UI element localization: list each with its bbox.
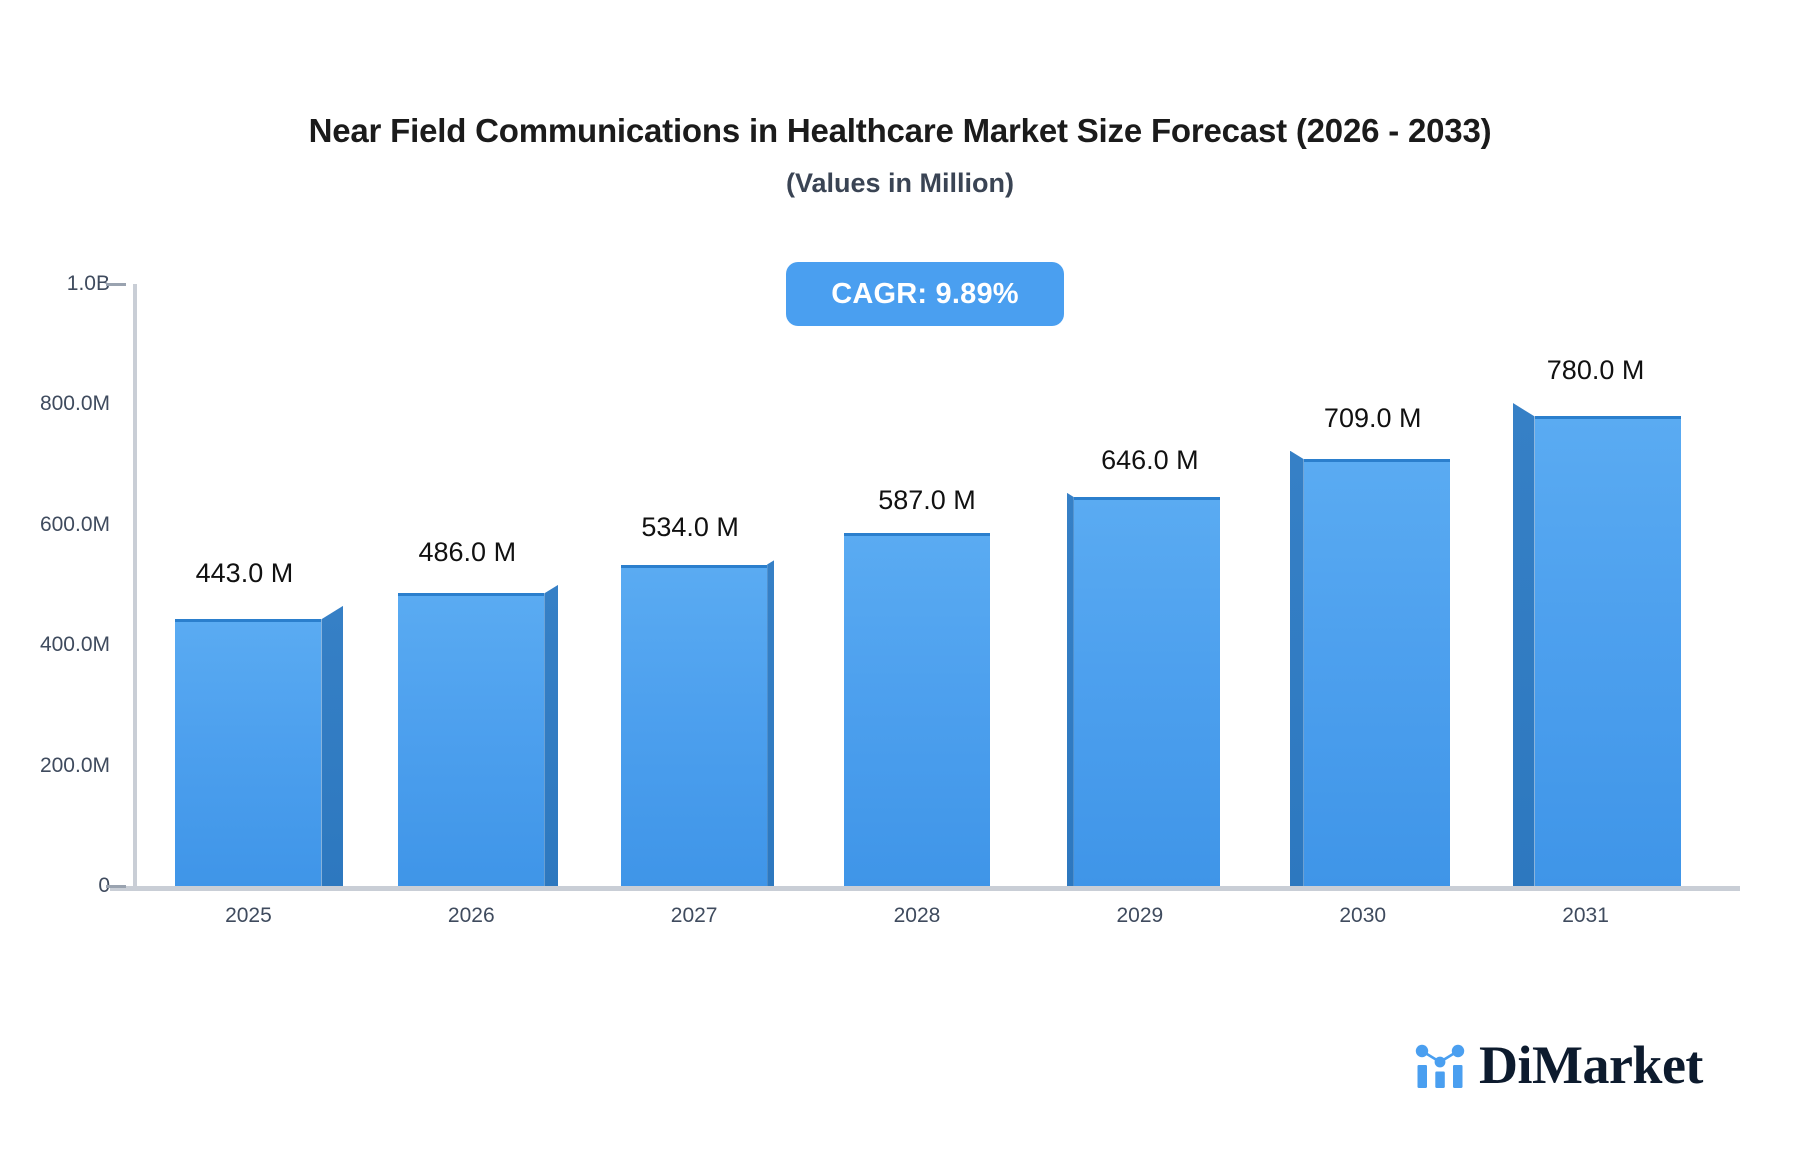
- x-axis-tick-label: 2028: [893, 904, 941, 927]
- cagr-badge-label: CAGR: 9.89%: [831, 277, 1019, 310]
- dimarket-logo: DiMarket: [1414, 1038, 1703, 1092]
- bar-value-label: 486.0 M: [418, 536, 517, 567]
- bar-value-label: 709.0 M: [1323, 402, 1422, 433]
- bar-front-face: [1073, 497, 1220, 886]
- bar-front-face: [1534, 416, 1681, 886]
- bar-value-label: 587.0 M: [878, 484, 976, 515]
- y-axis-tick-label: 400.0M: [39, 633, 110, 657]
- bar[interactable]: [1289, 0, 1450, 886]
- bar-side-face: [767, 560, 775, 886]
- bar-side-face: [544, 584, 559, 886]
- x-axis-tick-label: 2031: [1562, 904, 1609, 927]
- bar-value-label: 780.0 M: [1546, 354, 1645, 385]
- bar[interactable]: [844, 0, 990, 886]
- x-axis-tick-label: 2025: [225, 904, 272, 927]
- bar[interactable]: [1066, 0, 1220, 886]
- bar-side-face: [1066, 492, 1074, 886]
- logo-wordmark: DiMarket: [1479, 1035, 1703, 1095]
- y-axis-tick-labels: 0 200.0M 400.0M 600.0M 800.0M 1.0B: [0, 0, 110, 1156]
- bar[interactable]: [175, 0, 344, 886]
- bar-value-label: 443.0 M: [195, 557, 294, 588]
- bar[interactable]: [398, 0, 559, 886]
- bar-side-face: [321, 605, 344, 886]
- y-axis-tick-label: 600.0M: [39, 512, 110, 536]
- bar-chart-line-icon: [1415, 1044, 1465, 1088]
- bar[interactable]: [1512, 0, 1681, 886]
- bar-side-face: [1512, 402, 1535, 886]
- y-axis-line: [133, 284, 137, 888]
- bar-value-label: 646.0 M: [1101, 444, 1199, 475]
- bar-front-face: [175, 619, 322, 886]
- bar-front-face: [844, 532, 990, 886]
- y-axis-tick-mark: [106, 885, 126, 888]
- x-axis-tick-label: 2029: [1116, 904, 1164, 927]
- bar-value-label: 534.0 M: [641, 512, 739, 543]
- y-axis-tick-label: 1.0B: [66, 272, 110, 295]
- x-axis-tick-label: 2026: [447, 904, 495, 927]
- x-axis-line: [110, 886, 1740, 891]
- bar-front-face: [621, 564, 768, 886]
- bar[interactable]: [621, 0, 775, 886]
- bar-front-face: [1303, 459, 1450, 886]
- y-axis-tick-mark: [106, 283, 126, 286]
- cagr-badge: CAGR: 9.89%: [786, 262, 1064, 326]
- x-axis-tick-label: 2027: [670, 904, 718, 927]
- x-axis-tick-label: 2030: [1339, 904, 1387, 927]
- y-axis-tick-label: 800.0M: [39, 392, 110, 416]
- chart-subtitle: (Values in Million): [785, 168, 1015, 198]
- page-title: Near Field Communications in Healthcare …: [308, 112, 1492, 149]
- y-axis-tick-label: 0: [98, 874, 110, 897]
- y-axis-tick-label: 200.0M: [39, 753, 110, 777]
- bar-side-face: [1289, 450, 1304, 886]
- bar-front-face: [398, 593, 545, 886]
